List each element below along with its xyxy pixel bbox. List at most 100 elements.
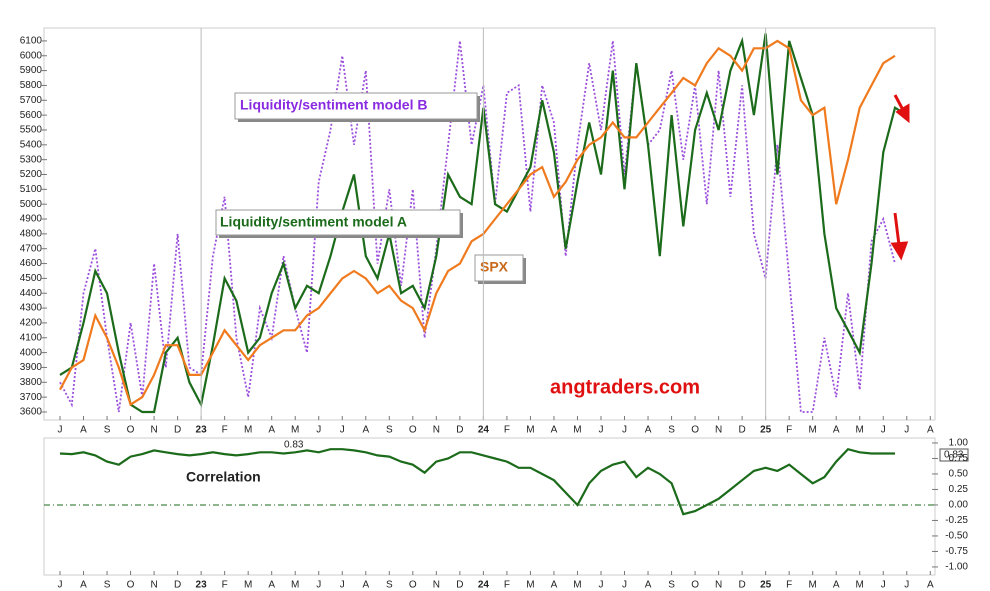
y-tick-label: 0.25 bbox=[949, 484, 969, 495]
x-tick-label: D bbox=[456, 580, 463, 591]
x-tick-label: F bbox=[504, 425, 510, 436]
x-tick-label: J bbox=[340, 580, 345, 591]
x-tick-label: A bbox=[645, 580, 652, 591]
y-tick-label: -1.00 bbox=[945, 562, 968, 573]
model-b-label: Liquidity/sentiment model B bbox=[240, 97, 427, 113]
x-tick-label: S bbox=[668, 425, 675, 436]
arrow bbox=[890, 94, 910, 261]
y-tick-label: 4400 bbox=[20, 288, 43, 299]
x-tick-label: A bbox=[268, 580, 275, 591]
y-tick-label: 4100 bbox=[20, 332, 43, 343]
x-tick-label: A bbox=[833, 580, 840, 591]
x-tick-label: J bbox=[622, 425, 627, 436]
x-tick-label: M bbox=[244, 580, 252, 591]
y-tick-label: 4900 bbox=[20, 214, 43, 225]
x-tick-label: F bbox=[786, 425, 792, 436]
y-tick-label: 3900 bbox=[20, 362, 43, 373]
y-tick-label: 4600 bbox=[20, 258, 43, 269]
x-tick-label: S bbox=[104, 425, 111, 436]
x-tick-label: A bbox=[551, 580, 558, 591]
main-panel bbox=[43, 27, 936, 421]
x-tick-label: N bbox=[150, 580, 157, 591]
correlation-label: Correlation bbox=[186, 469, 261, 485]
x-tick-label: S bbox=[386, 425, 393, 436]
x-tick-label: J bbox=[622, 580, 627, 591]
x-tick-label: A bbox=[551, 425, 558, 436]
y-tick-label: 3700 bbox=[20, 392, 43, 403]
correlation-panel bbox=[43, 437, 936, 576]
x-tick-label: A bbox=[362, 425, 369, 436]
x-tick-label: A bbox=[645, 425, 652, 436]
x-tick-label: M bbox=[244, 425, 252, 436]
x-tick-label: 24 bbox=[478, 425, 490, 436]
x-tick-label: F bbox=[504, 580, 510, 591]
x-tick-label: N bbox=[433, 425, 440, 436]
x-tick-label: J bbox=[316, 425, 321, 436]
x-tick-label: N bbox=[715, 425, 722, 436]
x-tick-label: O bbox=[409, 425, 417, 436]
readout-box-label: 0.83 bbox=[944, 450, 964, 461]
x-tick-label: M bbox=[809, 425, 817, 436]
readout-box bbox=[939, 448, 969, 462]
x-tick-label: N bbox=[433, 580, 440, 591]
y-tick-label: 5300 bbox=[20, 154, 43, 165]
x-tick-label: A bbox=[268, 425, 275, 436]
x-tick-label: M bbox=[856, 580, 864, 591]
watermark: angtraders.com bbox=[550, 376, 700, 398]
y-tick-label: 4800 bbox=[20, 229, 43, 240]
y-tick-label: 5500 bbox=[20, 125, 43, 136]
y-tick-label: 3800 bbox=[20, 377, 43, 388]
x-tick-label: 25 bbox=[760, 425, 772, 436]
series-line bbox=[59, 39, 896, 407]
x-tick-label: D bbox=[739, 425, 746, 436]
x-tick-label: S bbox=[668, 580, 675, 591]
y-tick-label: 0.50 bbox=[949, 469, 969, 480]
x-tick-label: M bbox=[526, 425, 534, 436]
x-tick-label: S bbox=[386, 580, 393, 591]
y-tick-label: 5700 bbox=[20, 95, 43, 106]
x-tick-label: N bbox=[715, 580, 722, 591]
y-tick-label: 0.75 bbox=[949, 453, 969, 464]
x-tick-label: M bbox=[573, 425, 581, 436]
x-tick-label: 25 bbox=[760, 580, 772, 591]
x-tick-label: O bbox=[409, 580, 417, 591]
spx-label: SPX bbox=[480, 259, 509, 275]
y-tick-label: 4700 bbox=[20, 243, 43, 254]
y-tick-label: 4500 bbox=[20, 273, 43, 284]
x-tick-label: J bbox=[904, 580, 909, 591]
x-tick-label: J bbox=[598, 425, 603, 436]
y-tick-label: 6100 bbox=[20, 36, 43, 47]
x-tick-label: J bbox=[904, 425, 909, 436]
x-tick-label: F bbox=[222, 425, 228, 436]
x-tick-label: O bbox=[127, 425, 135, 436]
x-tick-label: O bbox=[127, 580, 135, 591]
y-tick-label: 0.00 bbox=[949, 500, 969, 511]
y-tick-label: 5100 bbox=[20, 184, 43, 195]
y-tick-label: 5800 bbox=[20, 80, 43, 91]
label-box bbox=[234, 92, 478, 120]
y-tick-label: 6000 bbox=[20, 50, 43, 61]
label-box bbox=[215, 209, 461, 236]
y-tick-label: 5200 bbox=[20, 169, 43, 180]
x-tick-label: J bbox=[340, 425, 345, 436]
x-tick-label: 23 bbox=[196, 425, 208, 436]
x-tick-label: J bbox=[881, 425, 886, 436]
y-tick-label: -0.25 bbox=[945, 515, 968, 526]
x-tick-label: M bbox=[291, 580, 299, 591]
y-tick-label: 5400 bbox=[20, 139, 43, 150]
x-tick-label: M bbox=[291, 425, 299, 436]
x-tick-label: J bbox=[57, 580, 62, 591]
model-a-label: Liquidity/sentiment model A bbox=[220, 214, 407, 230]
x-tick-label: M bbox=[526, 580, 534, 591]
x-tick-label: S bbox=[104, 580, 111, 591]
x-tick-label: O bbox=[691, 580, 699, 591]
x-tick-label: D bbox=[456, 425, 463, 436]
x-tick-label: N bbox=[150, 425, 157, 436]
readout-label: 0.83 bbox=[284, 440, 304, 451]
y-tick-label: -0.75 bbox=[945, 546, 968, 557]
x-tick-label: F bbox=[222, 580, 228, 591]
y-tick-label: 5600 bbox=[20, 110, 43, 121]
y-tick-label: 1.00 bbox=[949, 438, 969, 449]
x-tick-label: D bbox=[174, 425, 181, 436]
